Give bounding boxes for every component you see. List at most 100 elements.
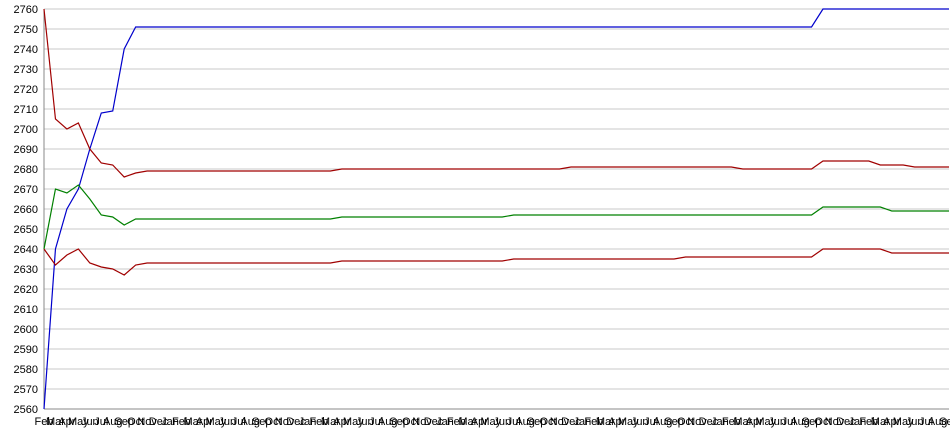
y-tick-label: 2570 <box>14 384 38 396</box>
x-tick-label: Dec <box>286 416 306 428</box>
x-tick-label: Sep <box>389 416 409 428</box>
x-tick-label: May <box>893 416 914 428</box>
x-tick-label: Feb <box>172 416 191 428</box>
x-tick-label: Jan <box>161 416 179 428</box>
y-tick-label: 2630 <box>14 264 38 276</box>
x-tick-label: Sep <box>664 416 684 428</box>
x-tick-label: Feb <box>722 416 741 428</box>
x-tick-label: Apr <box>883 416 900 428</box>
series-line <box>43 184 949 250</box>
x-tick-label: Nov <box>825 416 845 428</box>
x-tick-label: Jun <box>218 416 236 428</box>
x-tick-label: Aug <box>240 416 260 428</box>
x-tick-label: May <box>343 416 364 428</box>
y-tick-label: 2760 <box>14 4 38 16</box>
x-tick-label: Jul <box>507 416 521 428</box>
y-tick-label: 2620 <box>14 284 38 296</box>
x-tick-label: Sep <box>252 416 272 428</box>
x-tick-label: Sep <box>114 416 134 428</box>
x-tick-label: Jun <box>81 416 99 428</box>
y-tick-label: 2750 <box>14 24 38 36</box>
x-tick-label: Dec <box>424 416 444 428</box>
x-tick-label: Nov <box>550 416 570 428</box>
x-tick-label: Mar <box>871 416 890 428</box>
x-tick-label: Sep <box>527 416 547 428</box>
x-tick-label: Sep <box>802 416 822 428</box>
x-tick-label: Apr <box>58 416 75 428</box>
x-tick-label: Apr <box>608 416 625 428</box>
x-tick-label: Oct <box>677 416 694 428</box>
x-tick-label: Mar <box>458 416 477 428</box>
x-tick-label: Jun <box>906 416 924 428</box>
x-tick-label: Dec <box>836 416 856 428</box>
x-tick-label: Oct <box>402 416 419 428</box>
x-tick-label: Aug <box>928 416 948 428</box>
x-tick-label: Apr <box>746 416 763 428</box>
x-tick-label: Jul <box>369 416 383 428</box>
x-tick-label: Oct <box>539 416 556 428</box>
x-tick-label: Feb <box>859 416 878 428</box>
y-tick-label: 2650 <box>14 224 38 236</box>
x-tick-label: May <box>205 416 226 428</box>
x-tick-label: Dec <box>699 416 719 428</box>
x-tick-label: Mar <box>733 416 752 428</box>
y-tick-label: 2590 <box>14 344 38 356</box>
x-tick-label: May <box>480 416 501 428</box>
series-line <box>43 8 949 410</box>
x-tick-label: Jul <box>782 416 796 428</box>
y-tick-label: 2710 <box>14 104 38 116</box>
y-tick-label: 2700 <box>14 124 38 136</box>
x-tick-label: Jan <box>574 416 592 428</box>
y-tick-label: 2640 <box>14 244 38 256</box>
x-tick-label: Feb <box>35 416 54 428</box>
x-tick-label: Apr <box>196 416 213 428</box>
x-tick-label: Jun <box>356 416 374 428</box>
y-tick-label: 2600 <box>14 324 38 336</box>
x-tick-label: Jul <box>644 416 658 428</box>
x-tick-label: Jan <box>436 416 454 428</box>
y-tick-label: 2680 <box>14 164 38 176</box>
x-tick-label: Apr <box>333 416 350 428</box>
y-tick-label: 2690 <box>14 144 38 156</box>
y-tick-label: 2670 <box>14 184 38 196</box>
x-tick-label: Aug <box>378 416 398 428</box>
x-tick-label: Jan <box>711 416 729 428</box>
x-tick-label: Mar <box>321 416 340 428</box>
x-tick-label: May <box>755 416 776 428</box>
x-tick-label: Aug <box>653 416 673 428</box>
x-tick-label: Oct <box>127 416 144 428</box>
x-tick-label: Feb <box>584 416 603 428</box>
x-tick-label: Aug <box>103 416 123 428</box>
x-tick-label: Aug <box>515 416 535 428</box>
x-tick-label: Nov <box>275 416 295 428</box>
x-tick-label: Dec <box>149 416 169 428</box>
y-tick-label: 2610 <box>14 304 38 316</box>
x-tick-label: Jun <box>631 416 649 428</box>
x-tick-label: May <box>68 416 89 428</box>
x-tick-label: Oct <box>814 416 831 428</box>
x-tick-label: Jul <box>232 416 246 428</box>
x-tick-label: Nov <box>412 416 432 428</box>
series-line <box>43 8 949 178</box>
x-tick-label: Feb <box>447 416 466 428</box>
x-tick-label: Jun <box>493 416 511 428</box>
series-line <box>43 248 949 276</box>
x-tick-label: Mar <box>183 416 202 428</box>
x-tick-label: May <box>618 416 639 428</box>
y-tick-label: 2580 <box>14 364 38 376</box>
x-tick-label: Jan <box>299 416 317 428</box>
y-tick-label: 2660 <box>14 204 38 216</box>
x-tick-label: Jul <box>94 416 108 428</box>
x-tick-label: Nov <box>137 416 157 428</box>
y-tick-label: 2720 <box>14 84 38 96</box>
y-tick-label: 2560 <box>14 404 38 416</box>
x-tick-label: Oct <box>265 416 282 428</box>
y-tick-label: 2740 <box>14 44 38 56</box>
x-tick-label: Mar <box>46 416 65 428</box>
x-tick-label: Mar <box>596 416 615 428</box>
x-tick-label: Nov <box>687 416 707 428</box>
x-tick-label: Jan <box>848 416 866 428</box>
x-tick-label: Sep <box>939 416 950 428</box>
